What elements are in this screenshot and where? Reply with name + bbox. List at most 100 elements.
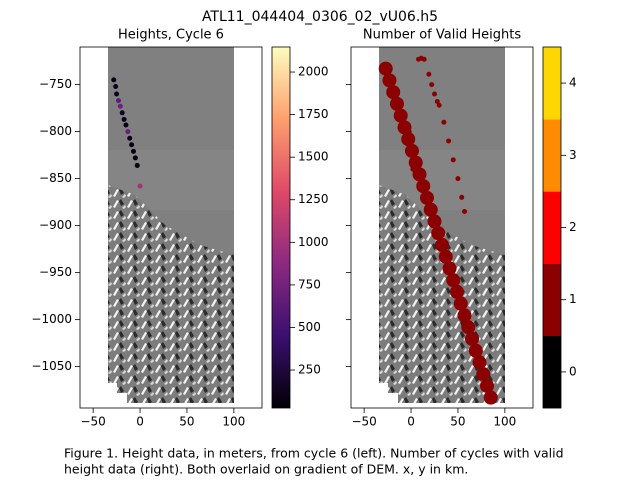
colorbar-tick-label: 1 <box>569 292 577 306</box>
x-tick-label: 100 <box>493 415 516 429</box>
x-tick-label: −50 <box>351 415 376 429</box>
data-point <box>442 261 457 276</box>
colorbar-tick-label: 1250 <box>298 192 329 206</box>
colorbar-segment <box>543 47 561 120</box>
data-point <box>134 162 140 168</box>
data-point <box>455 176 461 182</box>
data-point <box>423 202 438 217</box>
y-tick-label: −900 <box>39 218 72 232</box>
colorbar-segment <box>543 263 561 337</box>
x-tick-label: 100 <box>222 415 245 429</box>
x-tick-label: 50 <box>179 415 194 429</box>
colorbar-segment <box>543 335 561 409</box>
data-point <box>127 135 133 141</box>
colorbar-frame <box>271 46 291 409</box>
data-point <box>446 138 452 144</box>
data-point <box>117 103 123 109</box>
data-point <box>427 214 442 229</box>
data-point <box>472 355 487 370</box>
data-point <box>446 273 461 288</box>
caption-line: Figure 1. Height data, in meters, from c… <box>64 446 564 461</box>
data-point <box>434 99 440 105</box>
data-point <box>462 209 468 215</box>
colorbar-tick-label: 250 <box>298 363 321 377</box>
data-point <box>416 179 431 194</box>
colorbar-tick-label: 500 <box>298 320 321 334</box>
data-point <box>426 71 432 77</box>
y-tick-label: −800 <box>39 124 72 138</box>
x-tick-label: −50 <box>80 415 105 429</box>
y-tick-label: −1000 <box>31 312 72 326</box>
y-tick-label: −1050 <box>31 359 72 373</box>
colorbar-tick-label: 4 <box>569 76 577 90</box>
y-tick-label: −950 <box>39 265 72 279</box>
data-point <box>113 83 119 89</box>
colorbar-tick-label: 1750 <box>298 107 329 121</box>
data-point <box>465 331 480 346</box>
data-point <box>114 91 120 97</box>
data-point <box>476 367 491 382</box>
data-point <box>129 142 135 148</box>
colorbar-tick-label: 2 <box>569 220 577 234</box>
data-point <box>389 96 404 111</box>
data-point <box>137 183 143 189</box>
data-point <box>123 122 129 128</box>
colorbar-fill <box>272 47 290 408</box>
y-tick-label: −850 <box>39 171 72 185</box>
data-point <box>431 91 437 97</box>
data-point <box>429 82 435 88</box>
data-point <box>459 194 465 200</box>
data-point <box>419 190 434 205</box>
data-point <box>406 129 412 135</box>
data-point <box>410 166 416 172</box>
data-point <box>382 73 397 88</box>
data-point <box>450 157 456 163</box>
data-point <box>408 147 414 153</box>
data-point <box>457 308 472 323</box>
colorbar-tick-label: 0 <box>569 364 577 378</box>
data-point <box>436 102 442 108</box>
data-point <box>435 237 449 252</box>
x-tick-label: 0 <box>407 415 415 429</box>
axes-frame <box>350 46 534 409</box>
colorbar-tick-label: 3 <box>569 148 577 162</box>
data-point <box>461 320 476 335</box>
data-point <box>431 226 446 241</box>
axes-title: Heights, Cycle 6 <box>118 28 224 43</box>
colorbar-segment <box>543 191 561 264</box>
data-point <box>408 155 423 170</box>
data-point <box>115 98 121 104</box>
colorbar-tick-label: 1000 <box>298 235 329 249</box>
x-tick-label: 50 <box>450 415 465 429</box>
dem-left <box>108 47 234 403</box>
data-point <box>121 116 127 122</box>
data-point <box>378 61 393 76</box>
data-point <box>438 249 453 264</box>
data-point <box>421 56 427 62</box>
data-point <box>412 167 427 182</box>
data-point <box>119 110 125 116</box>
data-point <box>450 284 465 299</box>
colorbar-tick-label: 750 <box>298 277 321 291</box>
figure-title: ATL11_044404_0306_02_vU06.h5 <box>202 9 438 25</box>
data-point <box>386 85 401 100</box>
data-point <box>111 77 117 83</box>
data-point <box>441 119 447 125</box>
data-point <box>453 296 468 311</box>
caption-line: height data (right). Both overlaid on gr… <box>64 462 468 477</box>
axes-frame <box>79 46 263 409</box>
y-tick-label: −750 <box>39 77 72 91</box>
data-point <box>483 390 498 405</box>
data-point <box>393 108 408 123</box>
data-point <box>125 129 131 135</box>
x-tick-label: 0 <box>136 415 144 429</box>
data-point <box>132 155 138 161</box>
colorbar-segment <box>543 119 561 192</box>
data-point <box>468 343 483 358</box>
data-point <box>130 148 136 154</box>
colorbar-tick-label: 1500 <box>298 150 329 164</box>
data-point <box>401 132 416 147</box>
data-point <box>480 378 495 393</box>
colorbar-tick-label: 2000 <box>298 65 329 79</box>
